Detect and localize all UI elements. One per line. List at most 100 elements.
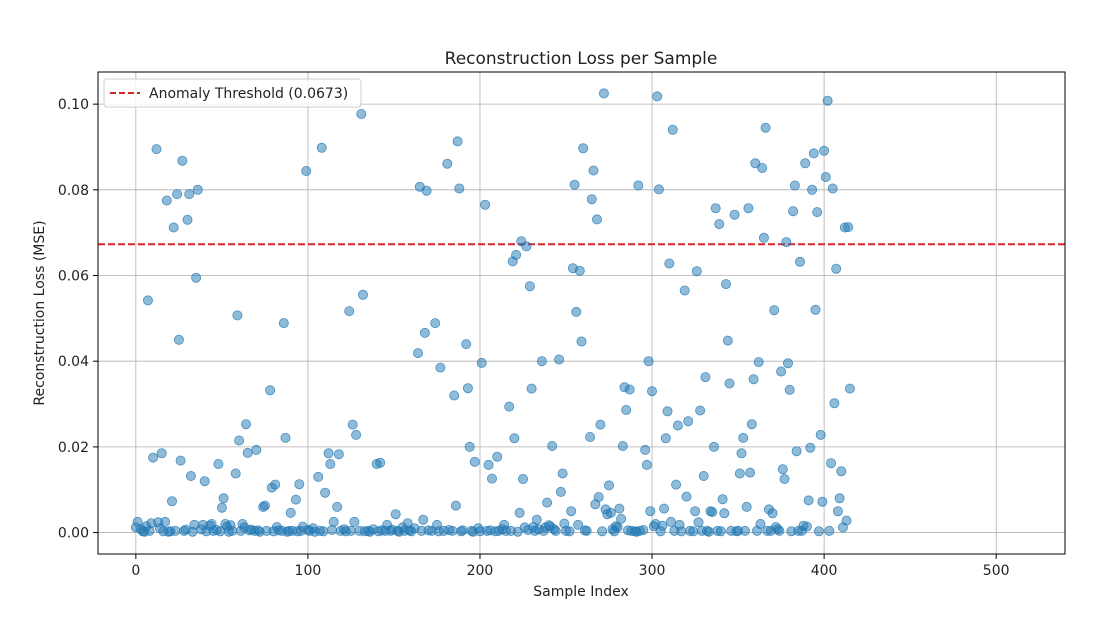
data-point [585,431,596,442]
data-point [232,310,243,321]
data-point [614,503,625,514]
data-point [652,91,663,102]
data-point [722,335,733,346]
data-point [748,374,759,385]
data-point [184,189,195,200]
data-point [695,405,706,416]
data-point [476,357,487,368]
x-axis-label: Sample Index [533,584,628,600]
data-point [805,442,816,453]
data-point [328,516,339,527]
data-point [234,435,245,446]
data-point [156,448,167,459]
data-point [344,306,355,317]
data-point [449,390,460,401]
data-point [242,447,253,458]
data-point [280,432,291,443]
data-point [745,467,756,478]
data-point [736,448,747,459]
data-point [192,184,203,195]
data-point [643,356,654,367]
data-point [598,88,609,99]
data-point [791,446,802,457]
data-point [168,222,179,233]
data-point [461,339,472,350]
data-point [294,479,305,490]
data-point [259,500,270,511]
data-point [486,473,497,484]
data-point [161,195,172,206]
data-point [693,517,704,528]
data-point [345,525,356,536]
data-point [557,468,568,479]
data-point [750,158,761,169]
x-tick-label: 200 [467,563,494,579]
chart-title: Reconstruction Loss per Sample [445,49,718,69]
data-point [418,514,429,525]
data-point [524,281,535,292]
data-point [597,526,608,537]
data-point [536,356,547,367]
data-point [301,165,312,176]
data-point [347,419,358,430]
data-point [333,449,344,460]
data-point [662,406,673,417]
data-point [605,507,616,518]
data-point [604,480,615,491]
data-point [709,441,720,452]
data-point [672,420,683,431]
data-point [624,384,635,395]
data-point [452,136,463,147]
data-point [822,95,833,106]
data-point [743,203,754,214]
data-point [213,458,224,469]
data-point [671,479,682,490]
y-axis-ticks: 0.00 0.02 0.04 0.06 0.08 0.10 [58,97,98,542]
data-point [800,158,811,169]
data-point [783,358,794,369]
data-point [776,366,787,377]
data-point [464,441,475,452]
y-tick-label: 0.04 [58,354,89,370]
data-point [779,473,790,484]
data-point [218,493,229,504]
legend: Anomaly Threshold (0.0673) [103,78,362,108]
data-point [430,318,441,329]
data-point [199,476,210,487]
data-point [435,362,446,373]
legend-label: Anomaly Threshold (0.0673) [149,86,348,102]
data-point [592,214,603,225]
data-point [332,501,343,512]
data-point [148,452,159,463]
data-point [788,206,799,217]
data-point [784,384,795,395]
data-point [564,526,575,537]
data-point [457,525,468,536]
data-point [573,519,584,530]
data-point [753,357,764,368]
data-point [270,479,281,490]
data-point [836,466,847,477]
data-point [681,491,692,502]
data-point [492,451,503,462]
data-point [521,241,532,252]
data-point [703,526,714,537]
data-point [843,222,854,233]
data-point [514,507,525,518]
data-point [216,502,227,513]
y-tick-label: 0.10 [58,97,89,113]
data-point [815,429,826,440]
data-point [576,336,587,347]
data-point [829,398,840,409]
data-point [820,171,831,182]
data-point [531,514,542,525]
data-point [454,183,465,194]
data-point [586,194,597,205]
data-point [375,457,386,468]
y-tick-label: 0.02 [58,440,89,456]
data-point [323,448,334,459]
data-point [817,496,828,507]
data-point [729,209,740,220]
data-point [526,383,537,394]
